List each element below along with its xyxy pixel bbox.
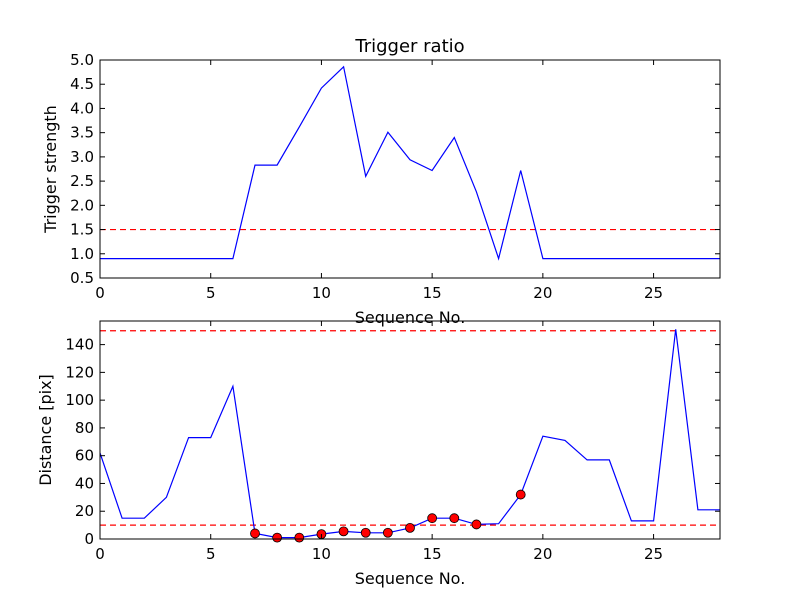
- data-point-marker: [361, 528, 370, 537]
- y-tick-label: 80: [75, 419, 94, 437]
- y-tick-label: 60: [75, 447, 94, 465]
- y-tick-label: 0.5: [70, 269, 94, 287]
- y-tick-label: 0: [84, 530, 94, 548]
- x-tick-label: 25: [644, 284, 663, 302]
- data-point-marker: [273, 533, 282, 542]
- y-tick-label: 1.0: [70, 245, 94, 263]
- x-tick-label: 10: [312, 284, 331, 302]
- data-point-marker: [450, 514, 459, 523]
- y-tick-label: 1.5: [70, 221, 94, 239]
- x-axis-label: Sequence No.: [355, 569, 466, 588]
- x-tick-label: 15: [423, 545, 442, 563]
- y-tick-label: 4.0: [70, 99, 94, 117]
- data-point-marker: [406, 523, 415, 532]
- data-point-marker: [251, 529, 260, 538]
- y-tick-label: 4.5: [70, 75, 94, 93]
- y-tick-label: 120: [65, 363, 94, 381]
- data-point-marker: [428, 514, 437, 523]
- y-tick-label: 140: [65, 336, 94, 354]
- y-axis-label: Trigger strength: [41, 105, 60, 234]
- y-tick-label: 2.0: [70, 196, 94, 214]
- x-tick-label: 20: [533, 284, 552, 302]
- x-tick-label: 5: [206, 284, 216, 302]
- y-tick-label: 5.0: [70, 51, 94, 69]
- x-tick-label: 0: [95, 284, 105, 302]
- x-tick-label: 15: [423, 284, 442, 302]
- x-tick-label: 5: [206, 545, 216, 563]
- x-tick-label: 10: [312, 545, 331, 563]
- data-point-marker: [295, 533, 304, 542]
- y-axis-label: Distance [pix]: [36, 374, 55, 486]
- data-point-marker: [472, 520, 481, 529]
- chart-title: Trigger ratio: [354, 36, 464, 57]
- y-tick-label: 40: [75, 474, 94, 492]
- y-tick-label: 2.5: [70, 172, 94, 190]
- x-tick-label: 20: [533, 545, 552, 563]
- x-axis-label: Sequence No.: [355, 308, 466, 327]
- y-tick-label: 3.5: [70, 124, 94, 142]
- data-point-marker: [339, 527, 348, 536]
- x-tick-label: 25: [644, 545, 663, 563]
- y-tick-label: 3.0: [70, 148, 94, 166]
- data-point-marker: [383, 528, 392, 537]
- y-tick-label: 100: [65, 391, 94, 409]
- data-point-marker: [516, 490, 525, 499]
- y-tick-label: 20: [75, 502, 94, 520]
- x-tick-label: 0: [95, 545, 105, 563]
